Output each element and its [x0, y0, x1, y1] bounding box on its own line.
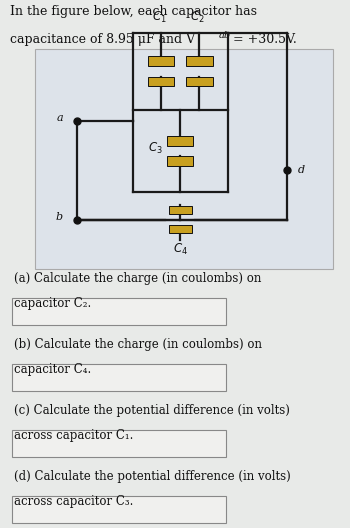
Text: = +30.5V.: = +30.5V. — [229, 33, 297, 46]
Text: b: b — [56, 212, 63, 222]
Bar — [169, 206, 192, 214]
Bar — [148, 77, 174, 87]
Text: $C_3$: $C_3$ — [148, 141, 163, 156]
Text: (d) Calculate the potential difference (in volts): (d) Calculate the potential difference (… — [14, 470, 291, 483]
Text: capacitor C₂.: capacitor C₂. — [14, 297, 91, 310]
Text: (c) Calculate the potential difference (in volts): (c) Calculate the potential difference (… — [14, 404, 290, 417]
Text: $C_1$: $C_1$ — [152, 10, 167, 25]
Text: a: a — [56, 113, 63, 123]
Bar — [169, 225, 192, 233]
Text: across capacitor C₃.: across capacitor C₃. — [14, 495, 133, 508]
Text: ab: ab — [219, 31, 231, 40]
Text: across capacitor C₁.: across capacitor C₁. — [14, 429, 133, 442]
FancyBboxPatch shape — [12, 496, 226, 523]
Text: $C_4$: $C_4$ — [173, 242, 188, 257]
FancyBboxPatch shape — [12, 298, 226, 325]
FancyBboxPatch shape — [35, 50, 332, 269]
Text: capacitance of 8.95 μF and V: capacitance of 8.95 μF and V — [10, 33, 196, 46]
Bar — [186, 77, 213, 87]
Text: In the figure below, each capacitor has: In the figure below, each capacitor has — [10, 5, 258, 18]
Bar — [167, 156, 193, 166]
FancyBboxPatch shape — [12, 364, 226, 391]
Text: $C_2$: $C_2$ — [190, 10, 205, 25]
Text: (b) Calculate the charge (in coulombs) on: (b) Calculate the charge (in coulombs) o… — [14, 338, 262, 351]
Text: capacitor C₄.: capacitor C₄. — [14, 363, 91, 376]
Bar — [148, 56, 174, 66]
Text: d: d — [298, 165, 304, 175]
Bar — [186, 56, 213, 66]
Text: (a) Calculate the charge (in coulombs) on: (a) Calculate the charge (in coulombs) o… — [14, 272, 261, 285]
Bar — [167, 136, 193, 146]
FancyBboxPatch shape — [12, 430, 226, 457]
